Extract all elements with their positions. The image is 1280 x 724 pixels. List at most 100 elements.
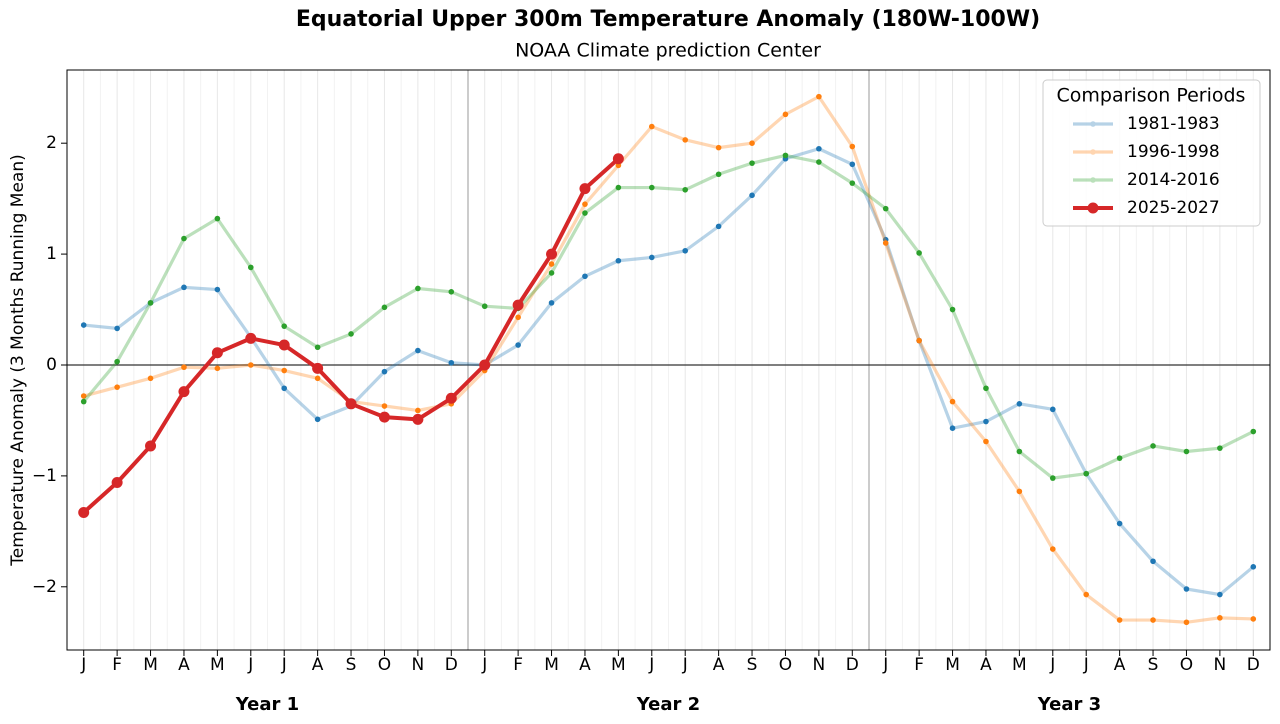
data-point — [816, 145, 822, 152]
data-point — [1183, 448, 1190, 455]
data-point — [1150, 443, 1156, 449]
x-tick-label: F — [112, 655, 122, 675]
data-point — [147, 300, 154, 306]
legend-entry — [1073, 202, 1113, 214]
series-line — [83, 95, 1254, 624]
x-tick-label: S — [346, 655, 357, 675]
data-point — [181, 284, 187, 291]
x-tick-label: S — [1148, 655, 1159, 675]
data-point — [782, 111, 789, 118]
x-tick-label: A — [312, 655, 324, 675]
x-tick-label: J — [80, 655, 86, 675]
series — [82, 153, 1255, 480]
data-point — [80, 393, 87, 399]
data-point — [512, 299, 524, 311]
data-point — [245, 332, 257, 344]
x-tick-label: O — [378, 655, 391, 675]
data-point — [214, 365, 221, 372]
data-point — [314, 375, 321, 382]
data-point — [415, 407, 421, 414]
data-point — [749, 140, 755, 146]
series — [78, 153, 624, 518]
x-tick-label: A — [1114, 655, 1126, 675]
x-tick-label: D — [445, 655, 458, 675]
x-tick-label: F — [513, 655, 523, 675]
data-point — [1049, 475, 1056, 481]
data-point — [582, 210, 588, 216]
legend-marker — [1087, 202, 1099, 214]
x-tick-label: A — [178, 655, 190, 675]
legend-marker — [1090, 121, 1096, 127]
x-tick-label: N — [412, 655, 425, 675]
data-point — [1217, 591, 1223, 598]
legend-box — [1042, 79, 1261, 227]
data-point — [412, 413, 424, 425]
data-point — [515, 314, 521, 321]
data-point — [682, 186, 689, 193]
data-point — [348, 331, 354, 337]
legend-label: 2014-2016 — [1127, 170, 1220, 190]
x-tick-label: O — [1180, 655, 1193, 675]
x-tick-label: S — [747, 655, 758, 675]
data-point — [749, 160, 755, 166]
legend-title: Comparison Periods — [1057, 85, 1246, 107]
data-point — [1250, 428, 1257, 435]
x-tick-label: J — [247, 655, 253, 675]
data-point — [749, 192, 755, 199]
data-point — [281, 385, 288, 392]
data-point — [882, 240, 889, 246]
x-tick-label: M — [1012, 655, 1027, 675]
year-label: Year 2 — [636, 694, 700, 715]
data-point — [612, 153, 624, 165]
data-point — [782, 152, 789, 159]
x-tick-label: M — [210, 655, 225, 675]
data-point — [849, 143, 856, 150]
x-tick-label: M — [544, 655, 559, 675]
data-point — [381, 304, 388, 311]
data-point — [114, 384, 120, 390]
data-point — [381, 403, 388, 409]
data-point — [448, 288, 455, 295]
data-point — [816, 159, 822, 165]
x-tick-label: J — [648, 655, 654, 675]
data-point — [715, 223, 722, 230]
data-point — [278, 339, 290, 351]
year-label: Year 1 — [235, 694, 299, 715]
data-point — [582, 273, 588, 280]
year-label: Year 3 — [1037, 694, 1101, 715]
data-point — [548, 261, 555, 267]
y-axis-label: Temperature Anomaly (3 Months Running Me… — [8, 154, 28, 566]
data-point — [1116, 455, 1123, 461]
y-tick-label: −1 — [32, 466, 57, 486]
data-point — [1150, 617, 1156, 623]
x-tick-label: J — [1049, 655, 1055, 675]
data-point — [882, 205, 889, 212]
data-point — [111, 477, 123, 489]
data-point — [1217, 445, 1223, 451]
x-tick-label: M — [611, 655, 626, 675]
data-point — [1016, 448, 1023, 455]
data-point — [281, 323, 288, 329]
data-point — [548, 300, 555, 306]
chart-subtitle: NOAA Climate prediction Center — [515, 40, 821, 62]
data-point — [415, 347, 421, 354]
y-tick-label: 1 — [46, 244, 57, 264]
data-point — [548, 270, 555, 276]
x-tick-label: O — [779, 655, 792, 675]
data-point — [682, 137, 689, 143]
data-point — [648, 254, 655, 261]
data-point — [178, 386, 190, 398]
data-point — [214, 215, 221, 222]
data-point — [916, 337, 922, 344]
data-point — [615, 257, 622, 264]
x-tick-label: D — [1247, 655, 1260, 675]
x-tick-label: J — [281, 655, 287, 675]
data-point — [211, 347, 223, 359]
data-point — [78, 506, 90, 518]
data-point — [281, 367, 288, 374]
data-point — [181, 235, 187, 242]
chart-title: Equatorial Upper 300m Temperature Anomal… — [296, 7, 1040, 32]
series-line — [82, 153, 1255, 480]
data-point — [582, 201, 588, 207]
data-point — [648, 123, 655, 130]
